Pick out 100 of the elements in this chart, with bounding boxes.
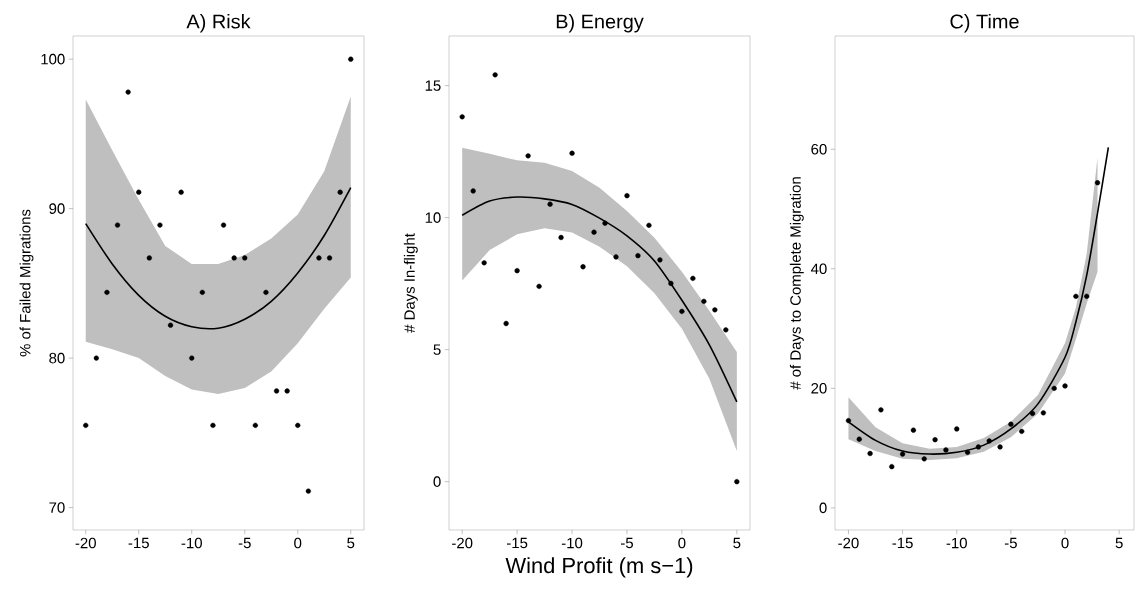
- point: [104, 289, 110, 295]
- x-tick-label: -5: [1004, 537, 1017, 549]
- point: [657, 257, 663, 263]
- x-axis-title: Wind Profit (m s−1): [505, 557, 693, 578]
- point: [613, 254, 619, 260]
- point: [83, 422, 89, 428]
- y-tick-label: 80: [49, 352, 65, 364]
- x-tick-label: -15: [128, 537, 149, 549]
- x-tick-label: 0: [678, 537, 686, 549]
- point: [305, 488, 311, 494]
- chart-title: C) Time: [950, 13, 1019, 33]
- y-tick-label: 15: [425, 80, 441, 91]
- point: [167, 322, 174, 328]
- y-tick-label: 0: [819, 502, 827, 514]
- x-tick-label: -15: [892, 537, 913, 549]
- x-tick-label: -20: [838, 537, 859, 549]
- point: [690, 275, 696, 281]
- point: [943, 447, 949, 453]
- point: [492, 72, 498, 78]
- x-tick-label: -10: [561, 537, 583, 549]
- point: [867, 450, 873, 457]
- x-tick-label: 0: [294, 537, 302, 549]
- point: [1040, 410, 1046, 416]
- point: [470, 188, 476, 194]
- point: [986, 438, 992, 444]
- point: [712, 307, 718, 313]
- point: [602, 220, 608, 226]
- x-tick-label: -20: [75, 537, 96, 549]
- point: [136, 189, 142, 195]
- point: [525, 153, 531, 159]
- point: [242, 255, 248, 261]
- point: [1051, 385, 1057, 391]
- point: [210, 422, 216, 428]
- point: [220, 222, 227, 228]
- point: [503, 320, 509, 327]
- y-tick-label: 0: [433, 476, 441, 487]
- y-tick-label: 90: [49, 203, 65, 214]
- point: [558, 234, 564, 241]
- point: [845, 418, 852, 424]
- line-series: [461, 196, 738, 403]
- point: [856, 436, 862, 442]
- point: [189, 355, 195, 361]
- y-tick-label: 5: [433, 344, 441, 355]
- point: [157, 222, 163, 228]
- point: [734, 479, 740, 485]
- y-tick-label: 20: [811, 383, 827, 394]
- point: [964, 449, 971, 455]
- point: [284, 388, 290, 394]
- point: [481, 260, 487, 266]
- point: [326, 255, 333, 261]
- point: [536, 283, 542, 289]
- point: [1094, 180, 1101, 186]
- point: [723, 327, 729, 333]
- point: [263, 289, 269, 295]
- point: [146, 255, 152, 261]
- x-tick-label: -5: [238, 537, 251, 549]
- point: [635, 253, 641, 259]
- point: [668, 280, 674, 286]
- point: [1062, 383, 1068, 389]
- chart-title: A) Risk: [186, 13, 251, 33]
- point: [591, 229, 597, 235]
- x-tick-label: -10: [181, 537, 202, 549]
- point: [701, 298, 707, 304]
- x-tick-label: 5: [733, 537, 741, 549]
- point: [975, 444, 981, 450]
- point: [646, 222, 652, 228]
- y-tick-label: 100: [41, 53, 65, 65]
- point: [273, 388, 280, 394]
- y-tick-label: 10: [425, 212, 441, 223]
- point: [1019, 428, 1025, 434]
- x-tick-label: -5: [620, 537, 633, 549]
- point: [1073, 293, 1079, 299]
- x-tick-label: -10: [946, 537, 967, 549]
- point: [878, 407, 884, 413]
- point: [295, 422, 301, 428]
- point: [547, 201, 553, 207]
- point: [624, 193, 630, 199]
- point: [900, 451, 906, 457]
- point: [569, 150, 575, 156]
- x-tick-label: -20: [452, 537, 473, 549]
- point: [114, 222, 121, 228]
- x-tick-label: 5: [1115, 537, 1123, 549]
- point: [316, 255, 322, 261]
- line-series: [84, 186, 352, 330]
- point: [1029, 410, 1036, 417]
- x-tick-label: -15: [506, 537, 528, 549]
- y-tick-label: 60: [811, 143, 827, 155]
- point: [1084, 293, 1090, 299]
- point: [997, 444, 1003, 450]
- point: [199, 289, 205, 295]
- point: [580, 264, 586, 270]
- point: [889, 464, 895, 470]
- y-axis-title: # Days In-flight: [403, 233, 418, 333]
- point: [1008, 421, 1014, 427]
- x-tick-label: 5: [347, 537, 355, 549]
- y-tick-label: 70: [49, 502, 65, 513]
- point: [337, 189, 343, 195]
- point: [514, 268, 520, 274]
- point: [459, 114, 465, 120]
- point: [178, 189, 184, 195]
